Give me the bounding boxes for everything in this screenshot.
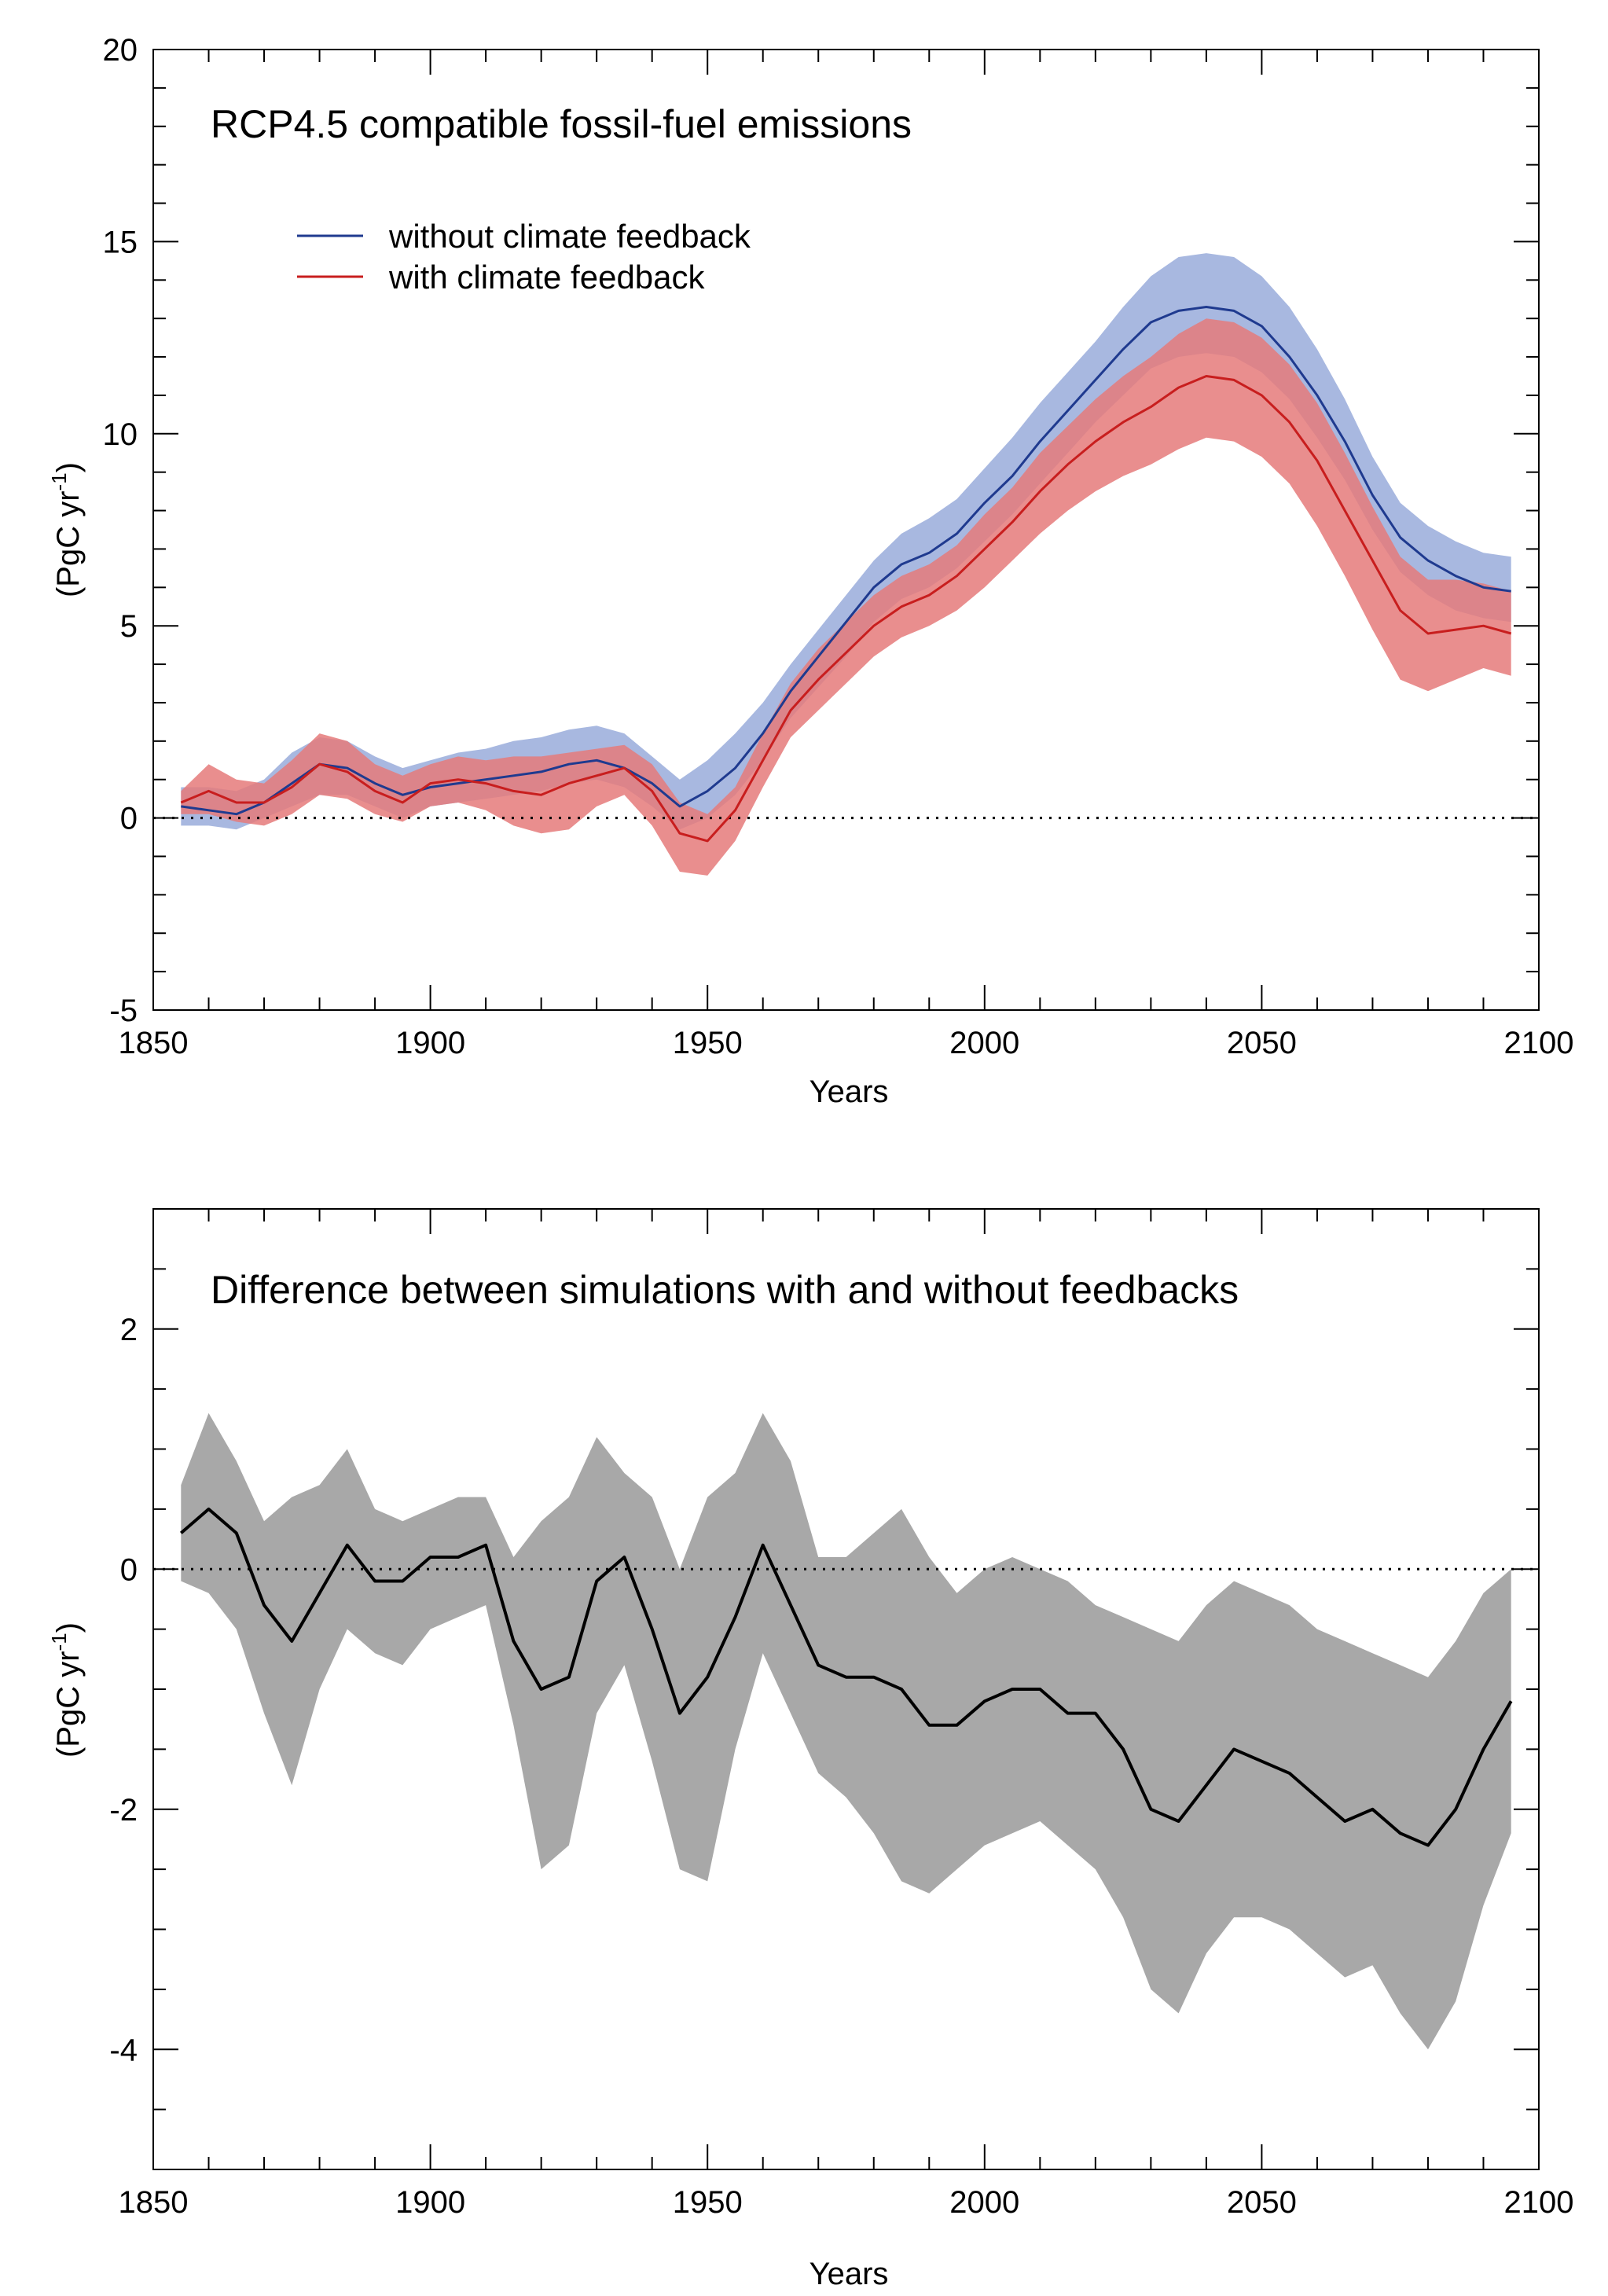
emissions-line-without-feedback — [181, 306, 1511, 816]
difference-x-tick-label: 2000 — [949, 2185, 1019, 2220]
emissions-y-tick-label: 10 — [103, 417, 138, 452]
difference-title: Difference between simulations with and … — [211, 1268, 1239, 1312]
difference-x-tick-label: 1900 — [395, 2185, 465, 2220]
difference-x-axis-label: Years — [810, 2257, 889, 2291]
emissions-plot-frame — [152, 49, 1540, 1011]
emissions-x-tick-label: 1900 — [395, 1026, 465, 1060]
difference-y-tick-label: 0 — [120, 1552, 138, 1587]
difference-x-tick-label: 2050 — [1227, 2185, 1297, 2220]
emissions-y-tick-label: 5 — [120, 609, 138, 644]
emissions-x-tick-label: 1950 — [673, 1026, 743, 1060]
emissions-x-tick-label: 1850 — [119, 1026, 189, 1060]
emissions-y-tick-label: 20 — [103, 33, 138, 68]
emissions-y-tick-label: 0 — [120, 802, 138, 836]
difference-plot-frame — [152, 1208, 1540, 2170]
difference-panel: 1850 1900 1950 2000 2050 2100 -4 -2 0 2 Differenc… — [47, 1208, 1573, 2291]
emissions-legend: without climate feedback with climate fe… — [297, 218, 751, 296]
legend-label-without-feedback: without climate feedback — [388, 218, 751, 255]
difference-band-difference — [181, 1412, 1511, 2050]
emissions-y-axis-label: (PgC yr-1) — [47, 462, 86, 597]
emissions-y-tick-label: 15 — [103, 225, 138, 259]
difference-x-tick-label: 2100 — [1504, 2185, 1574, 2220]
legend-label-with-feedback: with climate feedback — [388, 259, 706, 296]
emissions-band-without-feedback — [181, 253, 1511, 830]
difference-y-tick-label: -2 — [109, 1793, 138, 1828]
difference-x-tick-label: 1850 — [119, 2185, 189, 2220]
emissions-title: RCP4.5 compatible fossil-fuel emissions — [211, 102, 912, 146]
emissions-panel: 1850 1900 1950 2000 2050 2100 -5 0 5 10 15 20 RCP4.… — [47, 33, 1573, 1109]
difference-x-tick-label: 1950 — [673, 2185, 743, 2220]
emissions-x-tick-label: 2100 — [1504, 1026, 1574, 1060]
emissions-axes: 1850 1900 1950 2000 2050 2100 -5 0 5 10 15 20 — [103, 33, 1574, 1060]
emissions-x-axis-label: Years — [810, 1075, 889, 1109]
difference-y-axis-label: (PgC yr-1) — [47, 1622, 86, 1758]
difference-line-difference — [179, 1507, 1513, 1847]
emissions-plot-area — [153, 253, 1539, 876]
difference-axes: 1850 1900 1950 2000 2050 2100 -4 -2 0 2 — [109, 1209, 1573, 2220]
difference-y-tick-label: -4 — [109, 2033, 138, 2067]
emissions-y-tick-label: -5 — [109, 994, 138, 1028]
difference-plot-area — [153, 1412, 1539, 2050]
emissions-x-tick-label: 2050 — [1227, 1026, 1297, 1060]
emissions-line-with-feedback — [180, 375, 1512, 843]
emissions-x-tick-label: 2000 — [949, 1026, 1019, 1060]
difference-y-tick-label: 2 — [120, 1313, 138, 1347]
